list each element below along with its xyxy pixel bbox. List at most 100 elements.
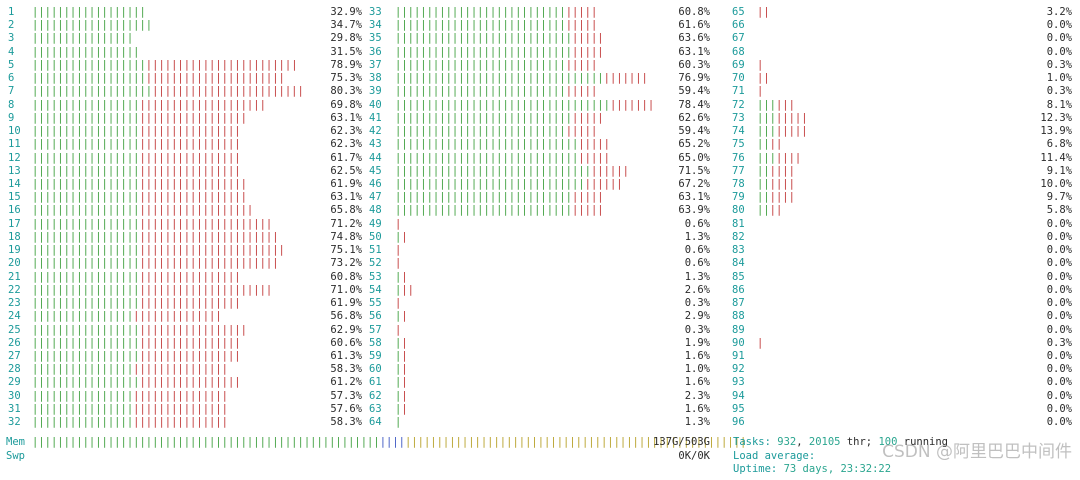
cpu-3-percent: 29.8% (330, 32, 362, 45)
cpu-62-percent: 2.3% (684, 389, 710, 402)
cpu-1-usage-bar: |||||||||||||||||| (32, 6, 146, 18)
cpu-18-percent: 74.8% (330, 230, 362, 243)
cpu-46-number: 46 (369, 177, 382, 190)
cpu-66-percent: 0.0% (1046, 19, 1072, 32)
cpu-83-number: 83 (732, 244, 745, 257)
cpu-70-usage-bar: || (757, 72, 770, 85)
cpu-52-usage-bar: | (395, 257, 402, 270)
cpu-47-usage-bar: ||||||||||||||||||||||||||||||||| (395, 191, 604, 204)
cpu-10-percent: 62.3% (330, 125, 362, 138)
cpu-69-number: 69 (732, 58, 745, 71)
cpu-23-usage-bar: ||||||||||||||||||||||||||||||||| (32, 297, 241, 310)
cpu-2-number: 2 (8, 19, 15, 32)
cpu-7-number: 7 (8, 85, 15, 98)
cpu-73-number: 73 (732, 111, 745, 124)
cpu-32-usage-bar: ||||||||||||||||||||||||||||||| (32, 416, 228, 429)
cpu-62-number: 62 (369, 389, 382, 402)
cpu-56-percent: 2.9% (684, 310, 710, 323)
cpu-36-number: 36 (369, 45, 382, 58)
cpu-44-number: 44 (369, 151, 382, 164)
cpu-68-number: 68 (732, 45, 745, 58)
cpu-57-number: 57 (369, 323, 382, 336)
cpu-34-percent: 61.6% (678, 19, 710, 32)
cpu-63-usage-bar: || (395, 402, 408, 415)
cpu-59-number: 59 (369, 349, 382, 362)
cpu-93-number: 93 (732, 376, 745, 389)
cpu-48-number: 48 (369, 204, 382, 217)
load-average-label: Load average: (733, 450, 816, 462)
mem-value: 137G/503G (653, 436, 710, 448)
cpu-46-percent: 67.2% (678, 177, 710, 190)
cpu-47-percent: 63.1% (678, 191, 710, 204)
cpu-48-percent: 63.9% (678, 204, 710, 217)
cpu-92-percent: 0.0% (1046, 363, 1072, 376)
tasks-sep: , (796, 436, 803, 448)
cpu-52-percent: 0.6% (684, 257, 710, 270)
cpu-58-number: 58 (369, 336, 382, 349)
cpu-37-number: 37 (369, 58, 382, 71)
cpu-22-number: 22 (8, 283, 21, 296)
cpu-27-number: 27 (8, 349, 21, 362)
cpu-57-usage-bar: | (395, 323, 402, 336)
cpu-82-percent: 0.0% (1046, 230, 1072, 243)
cpu-42-number: 42 (369, 125, 382, 138)
cpu-58-percent: 1.9% (684, 336, 710, 349)
cpu-63-number: 63 (369, 402, 382, 415)
cpu-28-usage-bar: ||||||||||||||||||||||||||||||| (32, 363, 228, 376)
cpu-13-usage-bar: ||||||||||||||||||||||||||||||||| (32, 164, 241, 177)
cpu-40-number: 40 (369, 98, 382, 111)
cpu-23-percent: 61.9% (330, 297, 362, 310)
cpu-78-usage-bar: |||||| (757, 177, 795, 190)
cpu-58-usage-bar: || (395, 336, 408, 349)
cpu-53-number: 53 (369, 270, 382, 283)
cpu-92-number: 92 (732, 363, 745, 376)
cpu-38-number: 38 (369, 72, 382, 85)
cpu-9-number: 9 (8, 111, 15, 124)
cpu-30-number: 30 (8, 389, 21, 402)
cpu-5-usage-bar: ||||||||||||||||||||||||||||||||||||||||… (32, 58, 298, 71)
cpu-16-usage-bar: ||||||||||||||||||||||||||||||||||| (32, 204, 254, 217)
mem-usage-bar: ||||||||||||||||||||||||||||||||||||||||… (32, 436, 747, 448)
cpu-62-usage-bar: || (395, 389, 408, 402)
cpu-9-percent: 63.1% (330, 111, 362, 124)
cpu-50-usage-bar: || (395, 230, 408, 243)
cpu-43-number: 43 (369, 138, 382, 151)
cpu-26-usage-bar: ||||||||||||||||||||||||||||||||| (32, 336, 241, 349)
cpu-90-percent: 0.3% (1046, 336, 1072, 349)
cpu-21-usage-bar: ||||||||||||||||||||||||||||||||| (32, 270, 241, 283)
cpu-16-percent: 65.8% (330, 204, 362, 217)
cpu-15-number: 15 (8, 191, 21, 204)
cpu-53-usage-bar: || (395, 270, 408, 283)
tasks-line: Tasks: 932, 20105 thr; 100 running (733, 436, 948, 449)
cpu-3-usage-bar: |||||||||||||||| (32, 32, 134, 45)
cpu-41-usage-bar: ||||||||||||||||||||||||||||||||| (395, 111, 604, 124)
cpu-35-number: 35 (369, 32, 382, 45)
cpu-33-percent: 60.8% (678, 6, 710, 18)
cpu-11-number: 11 (8, 138, 21, 151)
cpu-27-usage-bar: ||||||||||||||||||||||||||||||||| (32, 349, 241, 362)
cpu-79-number: 79 (732, 191, 745, 204)
uptime-value: 73 days, 23:32:22 (783, 463, 892, 475)
cpu-84-number: 84 (732, 257, 745, 270)
tasks-label: Tasks: (733, 436, 771, 448)
cpu-69-percent: 0.3% (1046, 58, 1072, 71)
cpu-40-percent: 78.4% (678, 98, 710, 111)
cpu-64-usage-bar: | (395, 416, 402, 429)
cpu-18-usage-bar: ||||||||||||||||||||||||||||||||||||||| (32, 230, 279, 243)
cpu-64-number: 64 (369, 416, 382, 429)
cpu-32-number: 32 (8, 416, 21, 429)
cpu-66-number: 66 (732, 19, 745, 32)
swap-value: 0K/0K (678, 450, 710, 462)
cpu-12-usage-bar: ||||||||||||||||||||||||||||||||| (32, 151, 241, 164)
cpu-54-usage-bar: ||| (395, 283, 414, 296)
cpu-13-percent: 62.5% (330, 164, 362, 177)
uptime-label: Uptime: (733, 463, 778, 475)
cpu-91-number: 91 (732, 349, 745, 362)
cpu-88-percent: 0.0% (1046, 310, 1072, 323)
cpu-4-usage-bar: ||||||||||||||||| (32, 45, 140, 58)
cpu-90-number: 90 (732, 336, 745, 349)
cpu-78-number: 78 (732, 177, 745, 190)
cpu-75-number: 75 (732, 138, 745, 151)
cpu-74-percent: 13.9% (1040, 125, 1072, 138)
cpu-42-usage-bar: |||||||||||||||||||||||||||||||| (395, 125, 598, 138)
